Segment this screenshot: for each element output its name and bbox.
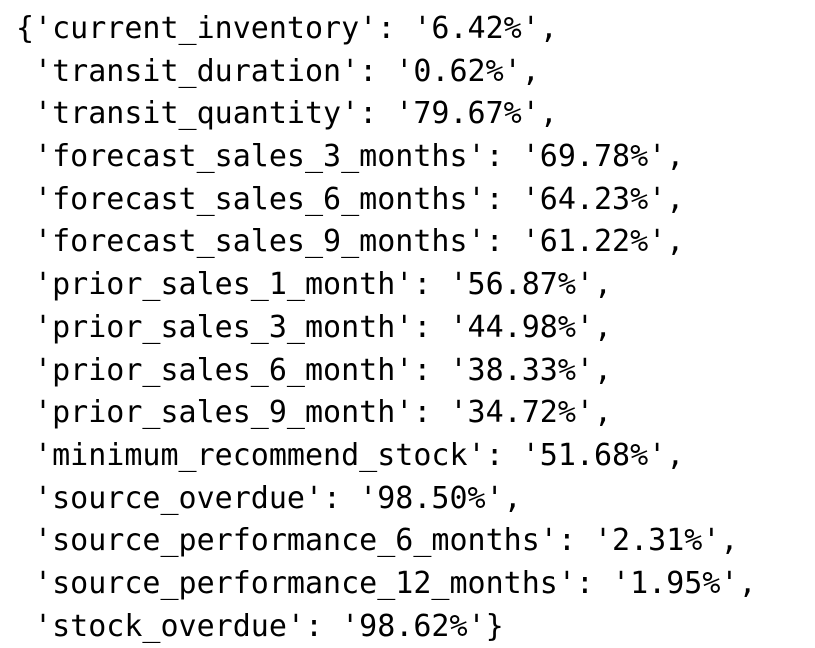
code-line: 'prior_sales_9_month': '34.72%', xyxy=(16,395,613,431)
code-line: 'prior_sales_6_month': '38.33%', xyxy=(16,352,613,388)
code-line: 'forecast_sales_3_months': '69.78%', xyxy=(16,139,685,175)
dict-output: {'current_inventory': '6.42%', 'transit_… xyxy=(16,8,757,648)
code-line: 'prior_sales_3_month': '44.98%', xyxy=(16,309,613,345)
code-line: 'source_performance_6_months': '2.31%', xyxy=(16,523,739,559)
code-line: 'source_overdue': '98.50%', xyxy=(16,480,522,516)
code-line: 'prior_sales_1_month': '56.87%', xyxy=(16,267,613,303)
code-line: 'forecast_sales_9_months': '61.22%', xyxy=(16,224,685,260)
code-line: 'forecast_sales_6_months': '64.23%', xyxy=(16,181,685,217)
code-line: 'minimum_recommend_stock': '51.68%', xyxy=(16,437,685,473)
code-line: 'stock_overdue': '98.62%'} xyxy=(16,608,504,644)
code-line: {'current_inventory': '6.42%', xyxy=(16,11,558,46)
code-line: 'source_performance_12_months': '1.95%', xyxy=(16,565,757,601)
code-line: 'transit_duration': '0.62%', xyxy=(16,53,540,89)
code-line: 'transit_quantity': '79.67%', xyxy=(16,96,558,132)
